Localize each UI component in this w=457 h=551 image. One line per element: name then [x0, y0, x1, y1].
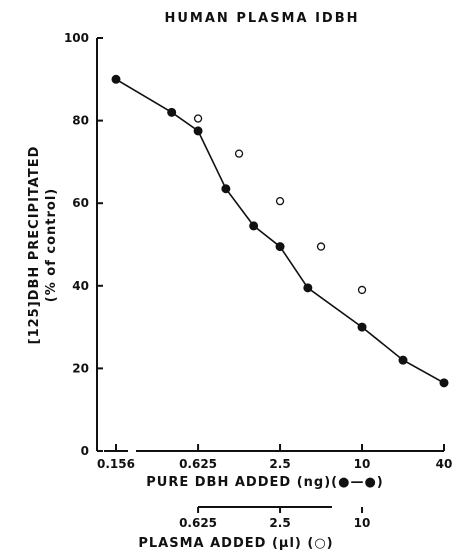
- data-point-open: [357, 285, 367, 295]
- y-tick-label: 0: [81, 444, 89, 458]
- x-tick-label: 10: [354, 457, 371, 471]
- x-tick-label: 2.5: [269, 457, 290, 471]
- data-point-filled: [357, 322, 367, 332]
- data-point-filled: [275, 242, 285, 252]
- x2-axis: 0.625 2.5 10: [179, 506, 371, 530]
- data-point-filled: [167, 107, 177, 117]
- data-point-filled: [249, 221, 259, 231]
- x2-tick-label: 0.625: [179, 516, 217, 530]
- y-axis-label: [125]DBH PRECIPITATED: [27, 146, 42, 345]
- y-tick-label: 100: [64, 31, 89, 45]
- plot-area: [111, 74, 449, 388]
- x-tick-label: 0.625: [179, 457, 217, 471]
- x-tick-label: 40: [436, 457, 453, 471]
- data-point-filled: [221, 184, 231, 194]
- x-tick-label: 0.156: [97, 457, 135, 471]
- data-point-open: [316, 242, 326, 251]
- x2-tick-label: 10: [354, 516, 371, 530]
- y-tick-label: 40: [72, 279, 89, 293]
- data-point-open: [234, 149, 244, 158]
- series-line: [115, 78, 445, 384]
- x-axis-label: PURE DBH ADDED (ng)(●—●): [146, 475, 383, 490]
- data-point-open: [193, 114, 203, 123]
- chart-title: HUMAN PLASMA IDBH: [164, 11, 359, 26]
- y-tick-label: 80: [72, 114, 89, 128]
- x-axis: 0.156 0.625 2.5 10 40: [97, 444, 452, 471]
- data-point-open: [275, 196, 285, 206]
- data-point-filled: [439, 378, 449, 388]
- y-tick-label: 60: [72, 196, 89, 210]
- data-point-filled: [111, 74, 121, 84]
- data-point-filled: [193, 126, 203, 136]
- data-point-filled: [303, 283, 313, 293]
- x2-axis-label: PLASMA ADDED (µl) (○): [138, 536, 333, 551]
- y-tick-label: 20: [72, 361, 89, 375]
- y-axis-sublabel: (% of control): [44, 188, 59, 302]
- y-axis: 0 20 40 60 80 100: [64, 31, 103, 458]
- x2-tick-label: 2.5: [269, 516, 290, 530]
- data-point-filled: [398, 355, 408, 365]
